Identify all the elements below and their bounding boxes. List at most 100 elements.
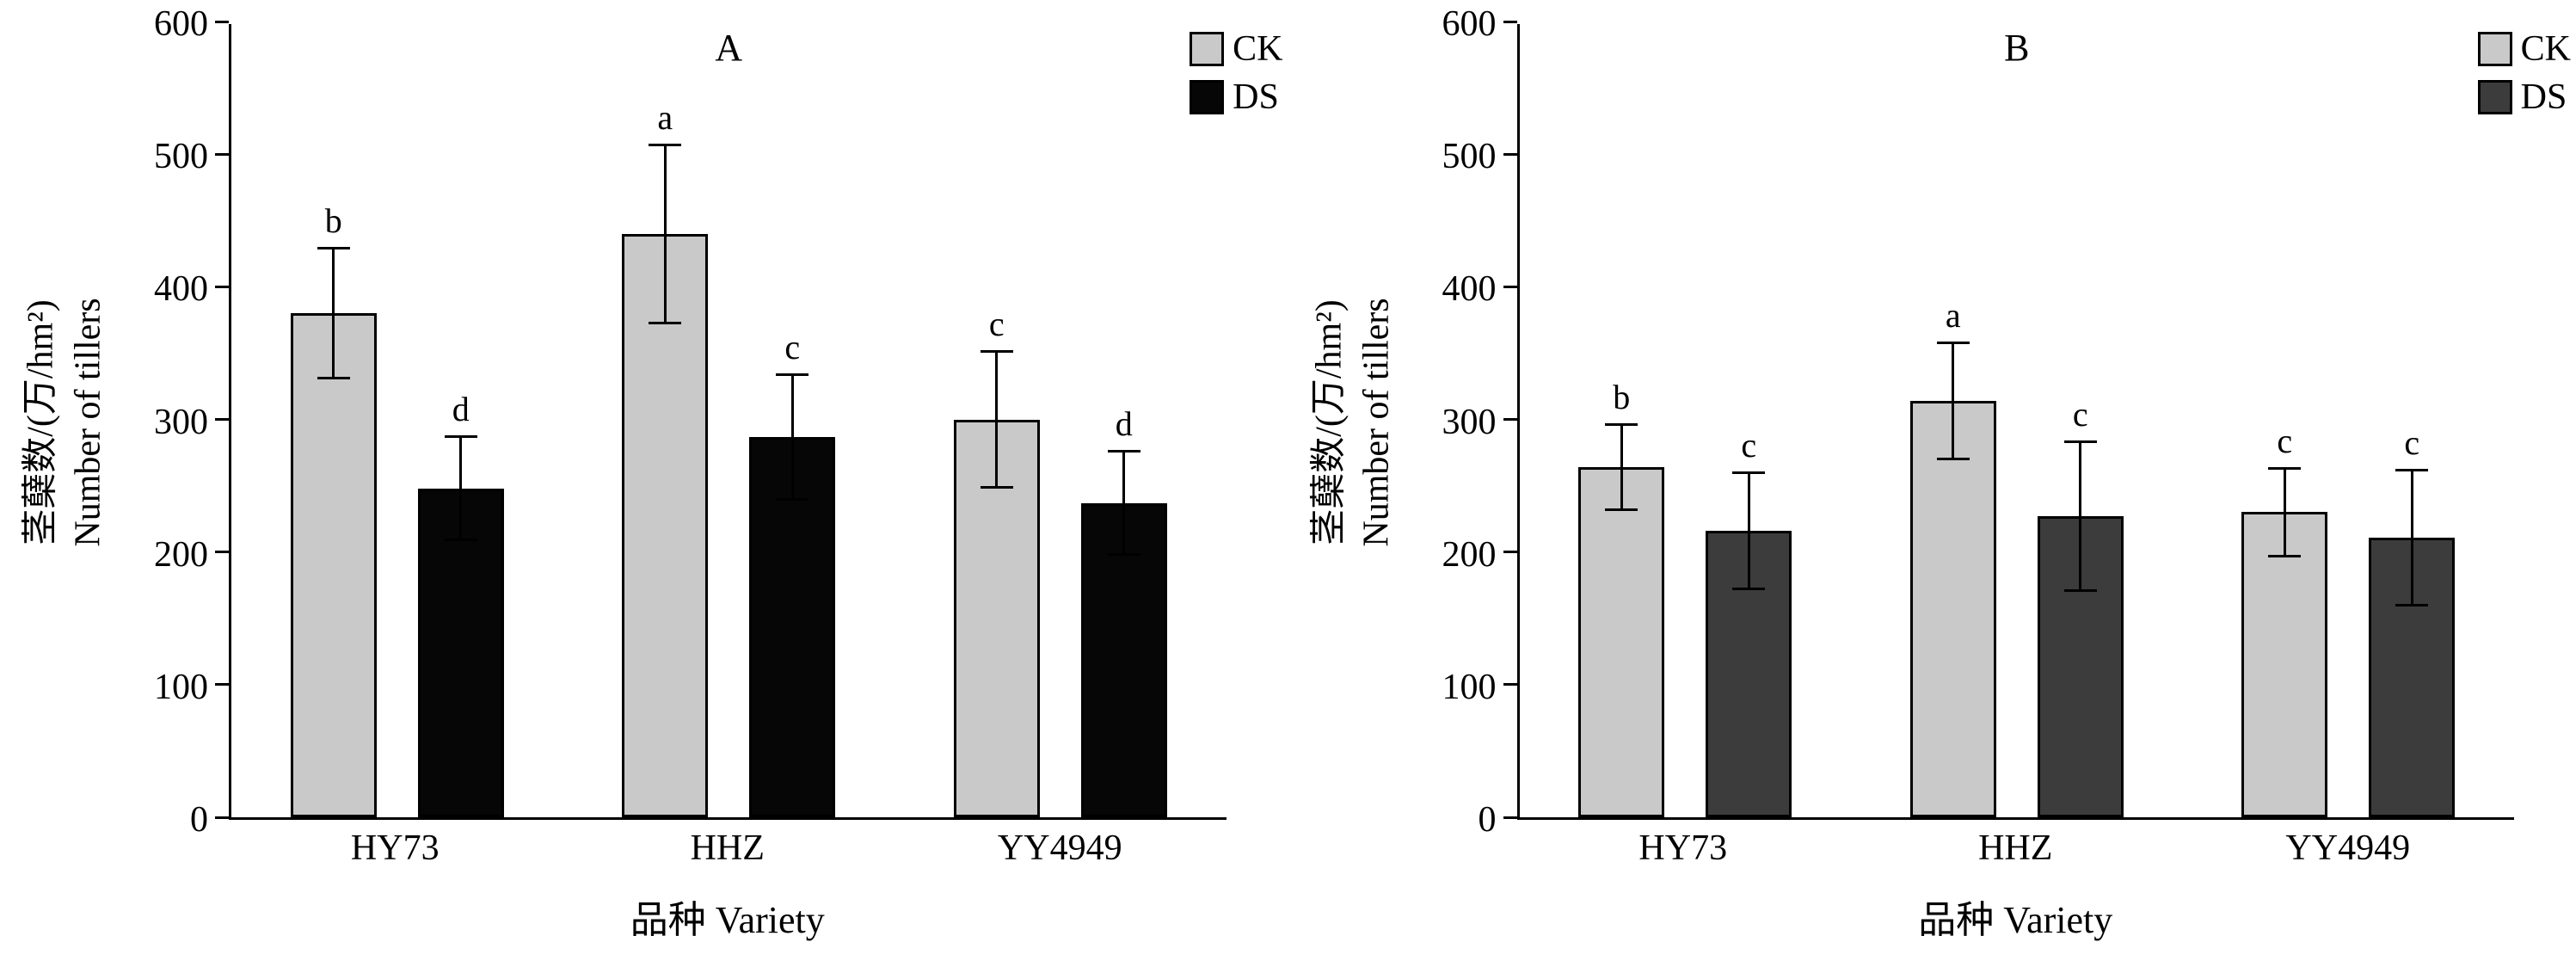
x-axis-category-labels: HY73 HHZ YY4949 bbox=[229, 828, 1227, 868]
y-axis-tick-label: 500 bbox=[154, 137, 208, 177]
panel-label: A bbox=[715, 27, 743, 69]
y-axis-tick bbox=[1503, 20, 1517, 23]
legend-swatch-ds bbox=[1190, 80, 1225, 114]
y-axis-tick-label: 200 bbox=[1442, 534, 1497, 575]
chart-panel-b: 茎蘖数/(万/hm²) Number of tillers 0 100 200 300… bbox=[1288, 6, 2576, 979]
legend-label-ds: DS bbox=[1233, 77, 1279, 117]
y-axis-tick bbox=[1503, 285, 1517, 288]
legend-item-ck: CK bbox=[1190, 29, 1283, 69]
bar-slot-ds-hhz: c bbox=[2037, 24, 2124, 817]
error-bar bbox=[1620, 423, 1623, 511]
y-axis-tick bbox=[215, 418, 229, 421]
y-axis-tick bbox=[1503, 551, 1517, 554]
bar-ck-hhz bbox=[622, 233, 709, 817]
significance-letter: c bbox=[2404, 422, 2420, 462]
x-axis-title: 品种 Variety bbox=[630, 899, 825, 942]
error-bar-cap-bottom bbox=[2395, 603, 2429, 606]
y-axis-tick-label: 500 bbox=[1442, 137, 1497, 177]
x-category-label-yy4949: YY4949 bbox=[2285, 828, 2411, 868]
legend-swatch-ds bbox=[2477, 80, 2512, 114]
error-bar-cap-bottom bbox=[1936, 458, 1970, 461]
y-axis-title-cn: 茎蘖数/(万/hm²) bbox=[1308, 299, 1349, 545]
significance-letter: d bbox=[452, 390, 470, 428]
error-bar-cap-bottom bbox=[1605, 508, 1638, 511]
y-axis-tick-label: 300 bbox=[1442, 402, 1497, 442]
x-category-label-yy4949: YY4949 bbox=[997, 828, 1122, 868]
error-bar-cap-bottom bbox=[317, 377, 350, 380]
error-bar-cap-bottom bbox=[776, 497, 809, 501]
x-category-label-hhz: HHZ bbox=[1978, 828, 2053, 868]
error-bar-cap-top bbox=[649, 143, 682, 146]
error-bar-cap-bottom bbox=[1732, 588, 1766, 591]
y-axis-title: 茎蘖数/(万/hm²) Number of tillers bbox=[1306, 298, 1399, 546]
legend-label-ck: CK bbox=[2520, 29, 2571, 69]
significance-letter: d bbox=[1115, 403, 1133, 443]
error-bar bbox=[1952, 341, 1955, 461]
y-axis-tick-label: 100 bbox=[1442, 667, 1497, 707]
y-axis-tick-labels: 0 100 200 300 400 500 600 bbox=[129, 6, 208, 838]
error-bar-cap-top bbox=[1936, 341, 1970, 344]
bar-slot-ck-yy4949: c bbox=[953, 24, 1040, 817]
bar-slot-ds-hy73: d bbox=[417, 24, 504, 817]
legend: CK DS bbox=[1190, 29, 1283, 115]
bar-slot-ds-hhz: c bbox=[749, 24, 836, 817]
error-bar bbox=[1747, 471, 1750, 591]
y-axis-tick bbox=[1503, 418, 1517, 421]
bar-ds-hhz bbox=[2037, 516, 2124, 817]
y-axis-tick bbox=[215, 551, 229, 554]
error-bar bbox=[663, 143, 667, 324]
error-bar-cap-top bbox=[1107, 449, 1140, 453]
error-bar-cap-top bbox=[1605, 423, 1638, 427]
significance-letter: c bbox=[1741, 425, 1757, 465]
legend-label-ck: CK bbox=[1233, 29, 1283, 69]
legend-item-ds: DS bbox=[1190, 79, 1282, 115]
y-axis-title-en: Number of tillers bbox=[68, 297, 108, 547]
y-axis-tick bbox=[1503, 816, 1517, 819]
significance-letter: b bbox=[324, 201, 342, 241]
significance-letter: a bbox=[657, 97, 673, 137]
bar-ds-hy73 bbox=[417, 488, 504, 817]
y-axis-tick-label: 400 bbox=[1442, 269, 1497, 310]
bar-ck-yy4949 bbox=[953, 419, 1040, 817]
significance-letter: c bbox=[784, 327, 801, 366]
error-bar bbox=[995, 350, 999, 489]
y-axis-tick bbox=[1503, 683, 1517, 687]
bar-ck-hhz bbox=[1909, 400, 1996, 817]
error-bar-cap-bottom bbox=[2063, 588, 2097, 592]
error-bar-cap-bottom bbox=[980, 485, 1013, 489]
x-category-label-hy73: HY73 bbox=[1638, 828, 1728, 868]
y-axis-tick-label: 400 bbox=[154, 269, 208, 310]
bar-slot-ck-hy73: b bbox=[1578, 24, 1665, 817]
error-bar bbox=[332, 247, 335, 380]
bar-ck-hy73 bbox=[290, 313, 377, 817]
significance-letter: a bbox=[1945, 295, 1961, 335]
y-axis-title-cn: 茎蘖数/(万/hm²) bbox=[21, 299, 61, 545]
bar-slot-ds-yy4949: c bbox=[2369, 24, 2456, 817]
error-bar-cap-top bbox=[2063, 440, 2097, 444]
y-axis-tick-label: 100 bbox=[154, 667, 208, 707]
y-axis-tick bbox=[215, 152, 229, 156]
y-axis-tick-labels: 0 100 200 300 400 500 600 bbox=[1417, 6, 1497, 838]
error-bar-cap-bottom bbox=[1107, 553, 1140, 557]
x-axis-category-labels: HY73 HHZ YY4949 bbox=[1517, 828, 2515, 868]
bar-ck-hy73 bbox=[1578, 467, 1665, 817]
y-axis-tick bbox=[1503, 152, 1517, 156]
y-axis-tick-label: 300 bbox=[154, 402, 208, 442]
y-axis-tick-label: 0 bbox=[1478, 800, 1497, 840]
error-bar-cap-bottom bbox=[649, 321, 682, 324]
x-axis-title: 品种 Variety bbox=[1918, 899, 2113, 942]
error-bar-cap-top bbox=[980, 350, 1013, 354]
chart-panel-a: 茎蘖数/(万/hm²) Number of tillers 0 100 200 300… bbox=[0, 6, 1288, 979]
y-axis-title-en: Number of tillers bbox=[1356, 297, 1396, 547]
